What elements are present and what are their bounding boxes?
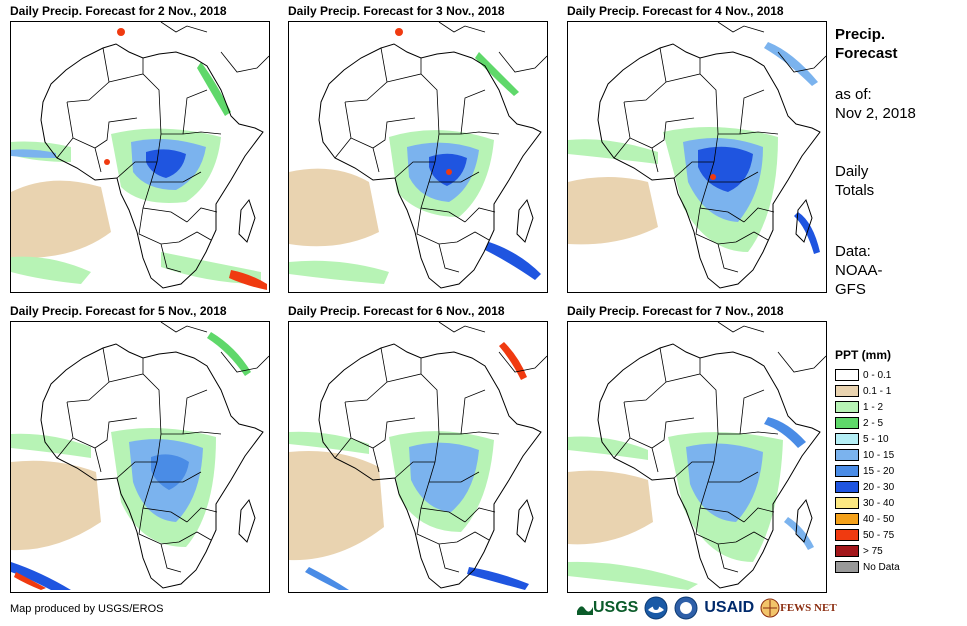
legend-label: 2 - 5: [863, 417, 884, 429]
sidebar-data-line1: Data:: [835, 243, 871, 260]
sidebar-title-line2: Forecast: [835, 45, 898, 62]
legend-label: 5 - 10: [863, 433, 889, 445]
usgs-logo-text: USGS: [593, 599, 639, 616]
precip-map: [10, 321, 270, 593]
forecast-panel-nov-3: Daily Precip. Forecast for 3 Nov., 2018: [288, 4, 548, 294]
legend-swatch: [835, 513, 859, 525]
logo-strip: USGS USAID FEWS NET: [577, 594, 843, 622]
legend-label: 50 - 75: [863, 529, 895, 541]
legend-row: 15 - 20: [835, 463, 900, 479]
panel-title: Daily Precip. Forecast for 4 Nov., 2018: [567, 4, 784, 18]
dos-seal-logo: [674, 596, 698, 620]
legend-label: 30 - 40: [863, 497, 895, 509]
legend-title: PPT (mm): [835, 348, 892, 362]
legend-label: 15 - 20: [863, 465, 895, 477]
legend-swatch: [835, 561, 859, 573]
legend-swatch: [835, 417, 859, 429]
legend-swatch: [835, 369, 859, 381]
legend-row: 40 - 50: [835, 511, 900, 527]
forecast-panel-nov-6: Daily Precip. Forecast for 6 Nov., 2018: [288, 304, 548, 594]
legend-row: 50 - 75: [835, 527, 900, 543]
sidebar-data-line2: NOAA-: [835, 262, 883, 279]
legend-label: 0.1 - 1: [863, 385, 892, 397]
fewsnet-globe-icon: [760, 598, 780, 618]
legend-label: 10 - 15: [863, 449, 895, 461]
precip-map: [10, 21, 270, 293]
legend-swatch: [835, 433, 859, 445]
legend-label: 0 - 0.1: [863, 369, 892, 381]
legend-row: 20 - 30: [835, 479, 900, 495]
sidebar-data-line3: GFS: [835, 281, 866, 298]
legend-label: > 75: [863, 545, 883, 557]
legend-row: 5 - 10: [835, 431, 900, 447]
legend-label: 1 - 2: [863, 401, 884, 413]
sidebar-title-line1: Precip.: [835, 26, 886, 43]
sidebar-daily-line2: Totals: [835, 182, 875, 199]
sidebar-daily: Daily Totals: [835, 162, 874, 200]
legend-row: 0.1 - 1: [835, 383, 900, 399]
legend-row: 10 - 15: [835, 447, 900, 463]
sidebar-data-source: Data: NOAA- GFS: [835, 242, 883, 299]
forecast-panel-nov-5: Daily Precip. Forecast for 5 Nov., 2018: [10, 304, 270, 594]
usaid-logo: USAID: [704, 599, 754, 617]
sidebar-title: Precip. Forecast: [835, 25, 898, 63]
sidebar-daily-line1: Daily: [835, 163, 869, 180]
panel-title: Daily Precip. Forecast for 7 Nov., 2018: [567, 304, 784, 318]
panel-title: Daily Precip. Forecast for 5 Nov., 2018: [10, 304, 227, 318]
map-credit: Map produced by USGS/EROS: [10, 603, 164, 615]
usgs-logo: USGS: [577, 599, 638, 617]
precip-map: [288, 321, 548, 593]
noaa-seal-icon: [644, 596, 668, 620]
legend-swatch: [835, 529, 859, 541]
legend-label: 20 - 30: [863, 481, 895, 493]
panel-title: Daily Precip. Forecast for 6 Nov., 2018: [288, 304, 505, 318]
legend-row: 2 - 5: [835, 415, 900, 431]
precip-map: [567, 21, 827, 293]
legend-row: 30 - 40: [835, 495, 900, 511]
legend-swatch: [835, 401, 859, 413]
sidebar-asof-label: as of:: [835, 86, 872, 103]
precip-map: [288, 21, 548, 293]
seal-icon: [674, 596, 698, 620]
panel-title: Daily Precip. Forecast for 2 Nov., 2018: [10, 4, 227, 18]
sidebar-asof-date: Nov 2, 2018: [835, 105, 916, 122]
legend-swatch: [835, 497, 859, 509]
forecast-panel-nov-4: Daily Precip. Forecast for 4 Nov., 2018: [567, 4, 827, 294]
legend-row: > 75: [835, 543, 900, 559]
precip-legend: PPT (mm) 0 - 0.1 0.1 - 1 1 - 2 2 - 5 5 - 10 1…: [835, 348, 900, 575]
forecast-panel-nov-2: Daily Precip. Forecast for 2 Nov., 2018: [10, 4, 270, 294]
sidebar-asof: as of: Nov 2, 2018: [835, 85, 916, 123]
legend-label: 40 - 50: [863, 513, 895, 525]
legend-row: 1 - 2: [835, 399, 900, 415]
panel-title: Daily Precip. Forecast for 3 Nov., 2018: [288, 4, 505, 18]
fewsnet-logo-text: FEWS NET: [780, 602, 837, 614]
usgs-wave-icon: [577, 606, 593, 615]
legend-row: No Data: [835, 559, 900, 575]
forecast-panel-nov-7: Daily Precip. Forecast for 7 Nov., 2018: [567, 304, 827, 594]
precip-map: [567, 321, 827, 593]
usaid-logo-text: USAID: [704, 599, 755, 616]
legend-swatch: [835, 385, 859, 397]
noaa-logo: [644, 596, 668, 620]
fewsnet-logo: FEWS NET: [760, 598, 837, 618]
legend-swatch: [835, 481, 859, 493]
legend-swatch: [835, 465, 859, 477]
legend-label: No Data: [863, 561, 900, 573]
legend-row: 0 - 0.1: [835, 367, 900, 383]
legend-swatch: [835, 545, 859, 557]
legend-swatch: [835, 449, 859, 461]
